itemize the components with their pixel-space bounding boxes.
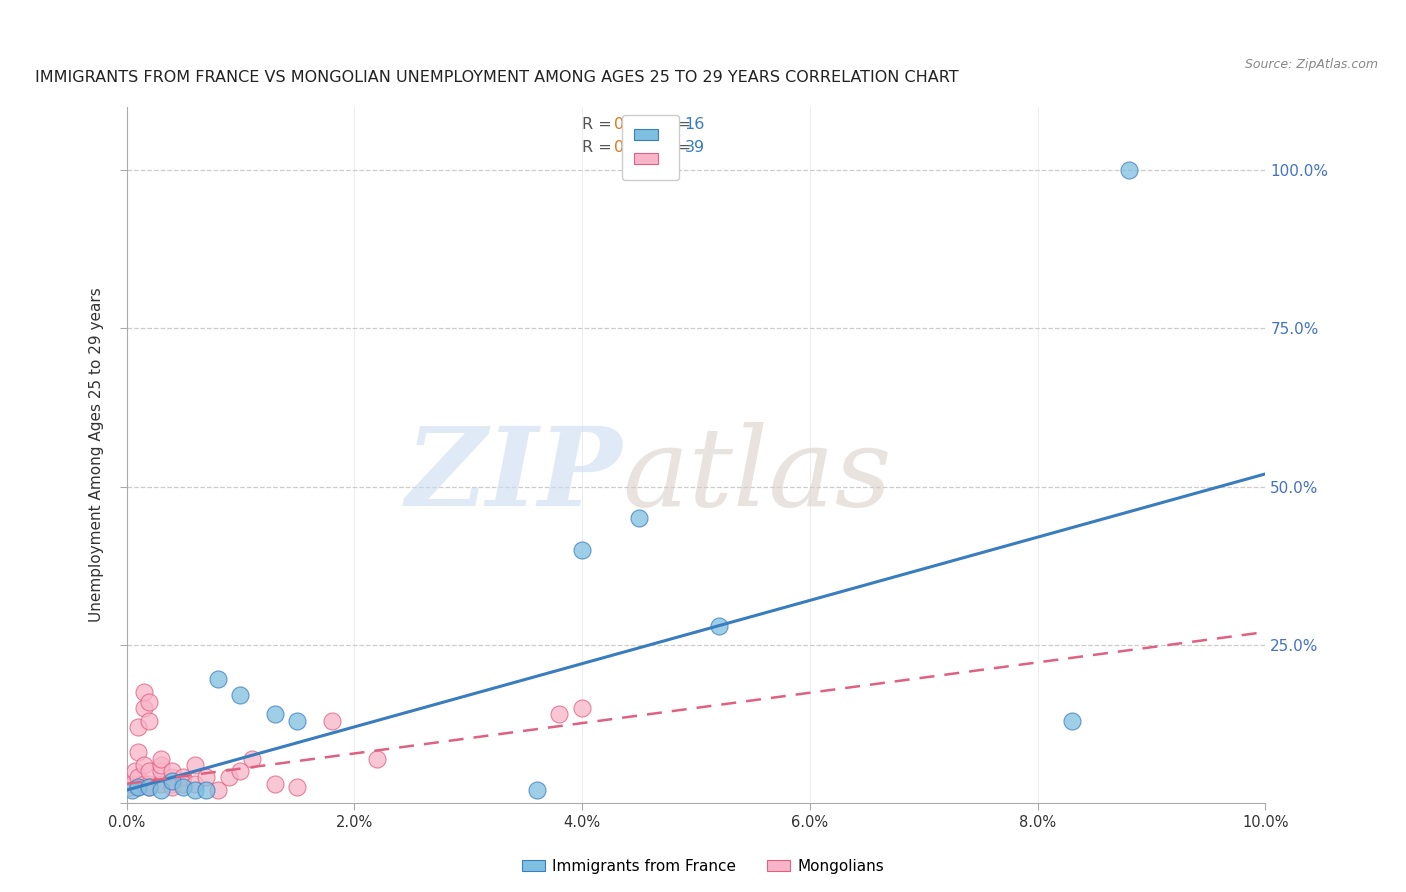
Point [1060,714,1083,728]
Y-axis label: Unemployment Among Ages 25 to 29 years: Unemployment Among Ages 25 to 29 years [89,287,104,623]
Text: R =: R = [582,118,617,133]
Point [132,685,155,699]
Point [127,745,149,759]
Point [263,777,285,791]
Point [240,751,263,765]
Point [263,707,285,722]
Point [138,780,160,794]
Point [138,695,160,709]
Text: 39: 39 [685,140,704,155]
Text: ZIP: ZIP [405,422,621,530]
Point [127,720,149,734]
Point [138,780,160,794]
Point [184,757,207,772]
Point [160,771,183,785]
Point [118,780,141,794]
Point [184,777,207,791]
Point [207,783,229,797]
Text: 0.382: 0.382 [614,140,659,155]
Point [149,764,172,779]
Point [321,714,343,728]
Point [172,771,194,785]
Point [138,764,160,779]
Point [132,777,155,791]
Point [172,777,194,791]
Point [121,777,143,791]
Point [218,771,240,785]
Point [138,714,160,728]
Text: N =: N = [645,118,696,133]
Point [121,783,143,797]
Text: 0.576: 0.576 [614,118,659,133]
Point [127,771,149,785]
Point [287,714,309,728]
Point [160,777,183,791]
Point [160,773,183,788]
Point [195,771,218,785]
Text: Source: ZipAtlas.com: Source: ZipAtlas.com [1244,58,1378,71]
Text: atlas: atlas [621,422,891,530]
Point [138,777,160,791]
Text: 16: 16 [685,118,704,133]
Point [127,780,149,794]
Point [571,701,593,715]
Point [207,673,229,687]
Legend: Immigrants from France, Mongolians: Immigrants from France, Mongolians [516,853,890,880]
Point [149,751,172,765]
Point [149,777,172,791]
Text: IMMIGRANTS FROM FRANCE VS MONGOLIAN UNEMPLOYMENT AMONG AGES 25 TO 29 YEARS CORRE: IMMIGRANTS FROM FRANCE VS MONGOLIAN UNEM… [35,70,959,85]
Point [132,701,155,715]
Text: N =: N = [645,140,696,155]
Point [229,688,252,702]
Text: R =: R = [582,140,617,155]
Point [707,618,730,632]
Point [571,542,593,557]
Point [195,783,218,797]
Point [149,783,172,797]
Point [184,783,207,797]
Point [160,764,183,779]
Point [172,780,194,794]
Point [548,707,571,722]
Point [149,757,172,772]
Legend: , : , [621,115,679,180]
Point [160,780,183,794]
Point [628,511,651,525]
Point [127,780,149,794]
Point [132,757,155,772]
Point [1118,163,1140,178]
Point [229,764,252,779]
Point [366,751,388,765]
Point [526,783,548,797]
Point [287,780,309,794]
Point [124,764,146,779]
